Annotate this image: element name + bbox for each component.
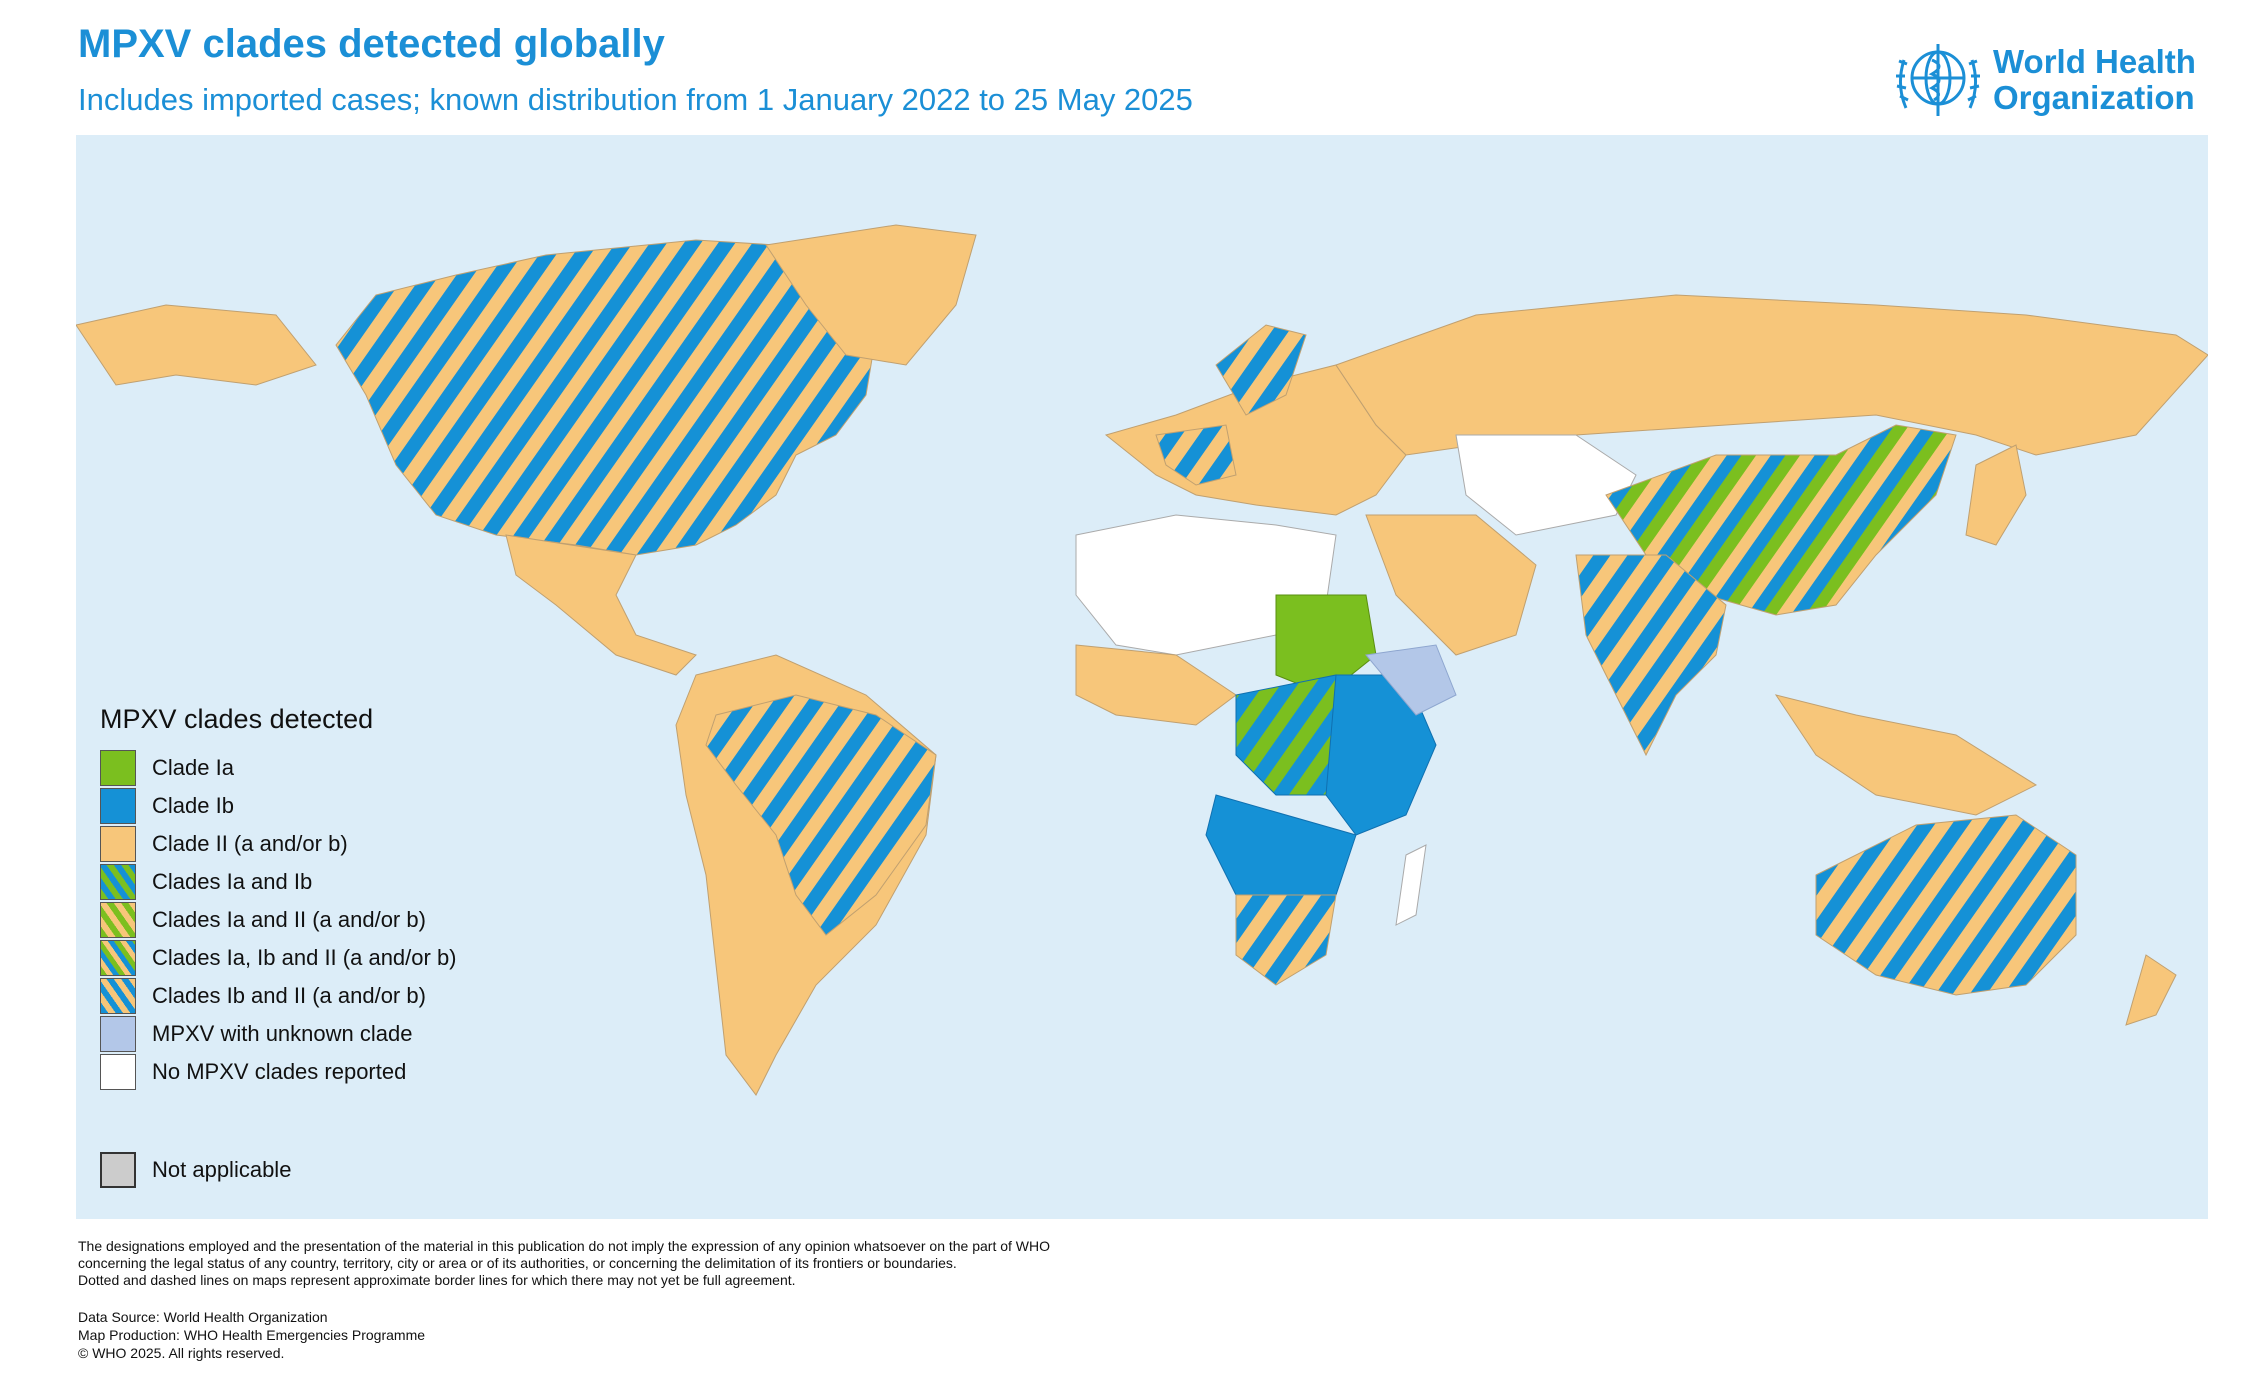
- who-emblem-icon: [1896, 44, 1980, 116]
- disclaimer: The designations employed and the presen…: [78, 1238, 1278, 1289]
- legend-item: Clade Ia: [100, 749, 457, 787]
- legend-item: MPXV with unknown clade: [100, 1015, 457, 1053]
- region-brazil: [705, 694, 937, 936]
- world-map-svg: [76, 224, 2208, 1096]
- disclaimer-line-2: concerning the legal status of any count…: [78, 1255, 957, 1271]
- copyright: © WHO 2025. All rights reserved.: [78, 1345, 285, 1361]
- legend-label: MPXV with unknown clade: [152, 1021, 413, 1046]
- legend-item: No MPXV clades reported: [100, 1053, 457, 1091]
- legend-item: Clade II (a and/or b): [100, 825, 457, 863]
- region-greenland: [765, 224, 977, 366]
- legend-swatch: [100, 978, 136, 1014]
- who-logo: World Health Organization: [1888, 30, 2218, 130]
- region-central-asia: [1455, 434, 1637, 536]
- legend-label: Clade Ib: [152, 793, 234, 818]
- legend-swatch: [100, 788, 136, 824]
- region-mexico: [505, 534, 697, 676]
- region-ethiopia: [1365, 644, 1457, 716]
- legend-item: Clades Ia and II (a and/or b): [100, 901, 457, 939]
- legend-swatch: [100, 826, 136, 862]
- legend-label: No MPXV clades reported: [152, 1059, 407, 1084]
- region-western-europe: [1155, 424, 1237, 486]
- logo-line-2: Organization: [1993, 79, 2195, 116]
- region-southern-africa-blue: [1205, 794, 1357, 896]
- legend-item: Clade Ib: [100, 787, 457, 825]
- legend-label: Clades Ia and Ib: [152, 869, 313, 894]
- region-southeast-asia: [1774, 694, 2038, 816]
- legend-swatch: [100, 750, 136, 786]
- region-japan: [1965, 444, 2027, 546]
- legend-label: Clades Ib and II (a and/or b): [152, 983, 426, 1008]
- data-source: Data Source: World Health Organization: [78, 1309, 328, 1325]
- logo-line-1: World Health: [1993, 43, 2196, 80]
- region-new-zealand: [2125, 954, 2177, 1026]
- legend-label: Clades Ia, Ib and II (a and/or b): [152, 945, 457, 970]
- region-australia: [1815, 814, 2077, 996]
- region-west-africa: [1075, 644, 1237, 726]
- disclaimer-line-1: The designations employed and the presen…: [78, 1238, 1051, 1254]
- region-madagascar: [1395, 844, 1427, 926]
- legend-swatch-not-applicable: [100, 1152, 136, 1188]
- legend-swatch: [100, 1054, 136, 1090]
- page-subtitle: Includes imported cases; known distribut…: [78, 82, 1193, 117]
- map-production: Map Production: WHO Health Emergencies P…: [78, 1327, 426, 1343]
- world-map: [76, 135, 2208, 1219]
- legend-swatch: [100, 940, 136, 976]
- region-scandinavia: [1215, 324, 1307, 416]
- legend-swatch: [100, 864, 136, 900]
- disclaimer-line-3: Dotted and dashed lines on maps represen…: [78, 1272, 796, 1288]
- legend-item: Clades Ia and Ib: [100, 863, 457, 901]
- map-legend: MPXV clades detected Clade Ia Clade Ib Cla…: [100, 704, 457, 1091]
- legend-label-not-applicable: Not applicable: [152, 1157, 292, 1182]
- credits: Data Source: World Health Organization M…: [78, 1308, 425, 1362]
- legend-label: Clade II (a and/or b): [152, 831, 348, 856]
- region-south-africa: [1235, 894, 1337, 986]
- legend-title: MPXV clades detected: [100, 704, 374, 734]
- legend-label: Clades Ia and II (a and/or b): [152, 907, 426, 932]
- legend-item: Clades Ib and II (a and/or b): [100, 977, 457, 1015]
- region-middle-east: [1365, 514, 1537, 656]
- legend-swatch: [100, 902, 136, 938]
- legend-item: Clades Ia, Ib and II (a and/or b): [100, 939, 457, 977]
- legend-item-not-applicable: Not applicable: [100, 1152, 291, 1188]
- legend-label: Clade Ia: [152, 755, 234, 780]
- region-alaska: [76, 304, 317, 386]
- region-north-america: [335, 239, 877, 556]
- region-south-asia: [1575, 554, 1727, 757]
- region-russia: [1335, 294, 2208, 456]
- page-title: MPXV clades detected globally: [78, 22, 665, 66]
- legend-swatch: [100, 1016, 136, 1052]
